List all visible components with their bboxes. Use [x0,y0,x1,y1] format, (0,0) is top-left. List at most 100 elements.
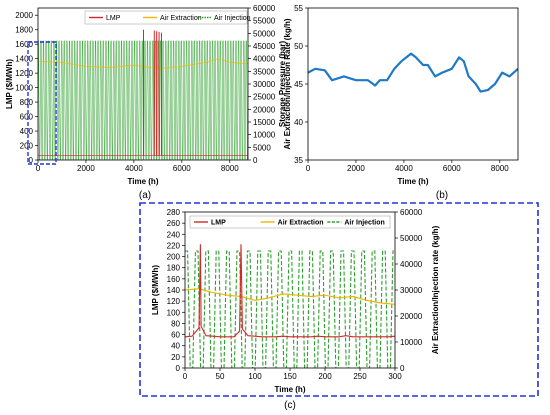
x-tick-label: 250 [353,372,367,381]
x-axis-label: Time (h) [398,177,429,186]
y-tick-label: 1600 [15,40,33,49]
y-tick-label: 20 [171,353,180,362]
x-tick-label: 2000 [347,164,365,173]
y-right-tick-label: 20000 [253,105,276,114]
y-tick-label: 180 [167,264,181,273]
zoom-frame [139,202,539,397]
y-tick-label: 60 [171,331,180,340]
y-right-tick-label: 45000 [253,42,276,51]
y-right-tick-label: 25000 [253,93,276,102]
y-tick-label: 1000 [15,84,33,93]
panel-label-b: (b) [436,190,448,201]
y-axis-label: LMP ($/MWh) [151,265,160,315]
y-right-tick-label: 0 [400,364,405,373]
y-tick-label: 160 [167,275,181,284]
series-lmp [185,244,395,338]
y-tick-label: 55 [294,4,303,13]
x-tick-label: 150 [283,372,297,381]
y-right-tick-label: 10000 [400,338,423,347]
x-tick-label: 100 [248,372,262,381]
x-tick-label: 0 [306,164,311,173]
x-tick-label: 0 [183,372,188,381]
y-tick-label: 260 [167,219,181,228]
y-right-tick-label: 60000 [400,208,423,217]
x-tick-label: 8000 [491,164,509,173]
y-right-tick-label: 35000 [253,67,276,76]
legend-box [84,10,248,25]
legend-box [189,215,391,229]
plot-area [184,211,396,369]
x-tick-label: 4000 [395,164,413,173]
chart-a: 0 2000 4000 6000 8000 0 200 400 600 800 1000 1200 14… [5,4,292,186]
y-right-tick-label: 50000 [253,29,276,38]
panel-label-a: (a) [139,190,151,201]
series-air-extraction [38,58,248,70]
series-storage-pressure [308,52,518,93]
x-tick-label: 6000 [173,164,191,173]
y-right-tick-label: 20000 [400,312,423,321]
y-right-tick-label: 10000 [253,131,276,140]
zoom-highlight-box [27,41,57,165]
y-tick-label: 120 [167,297,181,306]
y-tick-label: 2000 [15,11,33,20]
y-right-tick-label: 60000 [253,4,276,13]
series-air-extraction [185,288,395,305]
y-tick-label: 200 [167,253,181,262]
x-axis-label: Time (h) [128,177,159,186]
y-tick-label: 0 [176,364,181,373]
y-tick-label: 200 [20,142,34,151]
y-tick-label: 220 [167,241,181,250]
x-tick-label: 8000 [221,164,239,173]
y-tick-label: 100 [167,308,181,317]
y-right-tick-label: 50000 [400,234,423,243]
y-tick-label: 400 [20,127,34,136]
x-tick-label: 4000 [125,164,143,173]
y-right-tick-label: 30000 [253,80,276,89]
chart-b: 0 2000 4000 6000 8000 35 40 45 50 55 Time (h) Stora… [278,4,519,186]
legend-label: Air Injection [214,15,251,22]
y-right-tick-label: 55000 [253,17,276,26]
y-right-tick-label: 40000 [253,55,276,64]
y-tick-label: 600 [20,113,34,122]
y-tick-label: 280 [167,208,181,217]
y-tick-label: 40 [171,342,180,351]
plot-area [307,7,519,161]
y-tick-label: 40 [294,118,303,127]
x-tick-label: 2000 [77,164,95,173]
y-tick-label: 0 [29,156,34,165]
y-tick-label: 240 [167,230,181,239]
legend-label: Air Extraction [278,220,324,227]
x-tick-label: 200 [318,372,332,381]
y-right-tick-label: 5000 [253,143,271,152]
y-right-tick-label: 30000 [400,286,423,295]
legend-label: LMP [106,15,121,22]
x-tick-label: 50 [216,372,225,381]
panel-label-c: (c) [284,400,296,411]
x-tick-label: 0 [36,164,41,173]
y-right-axis-label: Air Extraction/Injection Rate (kg/h) [283,18,292,149]
y-tick-label: 1400 [15,55,33,64]
chart-c: 0 50 100 150 200 250 3000204060801001201401601… [139,202,539,397]
legend-label: Air Extraction [160,15,202,22]
y-tick-label: 800 [20,98,34,107]
y-tick-label: 50 [294,42,303,51]
y-tick-label: 35 [294,156,303,165]
y-tick-label: 140 [167,286,181,295]
y-right-axis-label: Air Extraction/Injection rate (kg/h) [431,225,440,354]
x-tick-label: 300 [388,372,402,381]
legend-label: Air Injection [344,220,384,227]
y-tick-label: 45 [294,80,303,89]
y-axis-label: Storage Pressure (bar) [278,41,287,128]
y-axis-label: LMP ($/MWh) [5,59,14,109]
series-air-injection [185,250,395,368]
legend-label: LMP [211,220,226,227]
x-axis-label: Time (h) [275,385,306,394]
series-air-injection [38,40,248,160]
x-tick-label: 6000 [443,164,461,173]
y-right-tick-label: 15000 [253,118,276,127]
y-tick-label: 1200 [15,69,33,78]
y-right-tick-label: 0 [253,156,258,165]
y-tick-label: 80 [171,319,180,328]
y-tick-label: 1800 [15,26,33,35]
